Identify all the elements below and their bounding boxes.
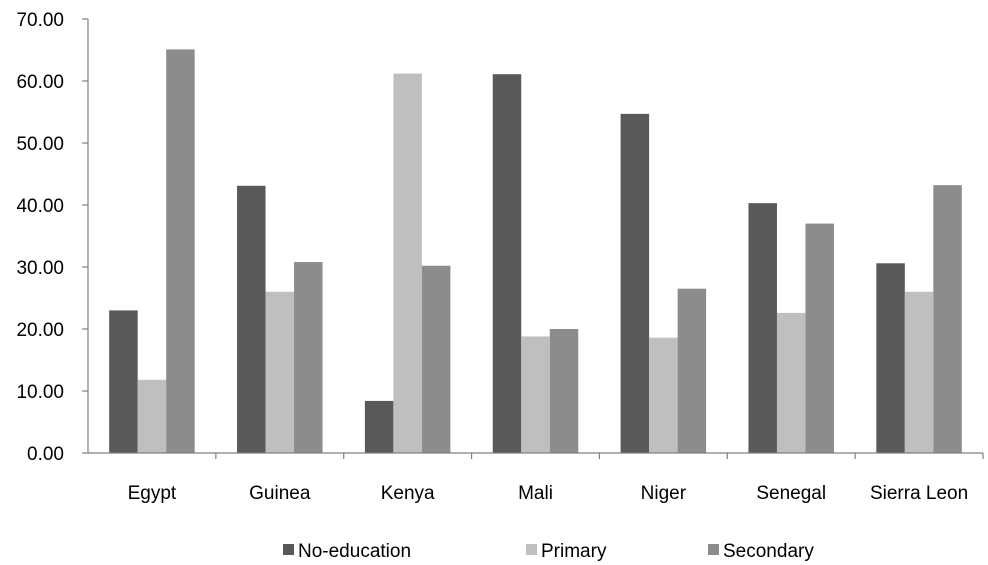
legend-swatch xyxy=(708,544,719,555)
y-tick-label: 10.00 xyxy=(16,382,64,403)
bar-secondary-mali xyxy=(549,329,579,453)
x-tick-label: Sierra Leon xyxy=(870,483,968,504)
legend-swatch xyxy=(283,544,294,555)
y-tick-label: 70.00 xyxy=(16,10,64,31)
bar-no-education-sierra-leon xyxy=(876,263,905,453)
y-tick-label: 60.00 xyxy=(16,72,64,93)
bar-no-education-mali xyxy=(492,74,522,454)
x-tick-label: Egypt xyxy=(128,483,177,504)
y-tick-label: 0.00 xyxy=(27,444,64,465)
y-tick-label: 50.00 xyxy=(16,134,64,155)
bar-primary-sierra-leon xyxy=(904,291,934,453)
legend-label: Secondary xyxy=(723,541,814,562)
legend: No-education Primary Secondary xyxy=(283,541,814,562)
bars xyxy=(109,49,962,454)
x-axis-labels: Egypt Guinea Kenya Mali Niger Senegal Sierra L… xyxy=(128,453,984,504)
bar-secondary-niger xyxy=(677,288,707,453)
x-tick-label: Mali xyxy=(518,483,553,504)
bar-primary-niger xyxy=(649,337,678,453)
x-tick-label: Niger xyxy=(641,483,687,504)
bar-secondary-egypt xyxy=(166,49,195,453)
y-tick-label: 40.00 xyxy=(16,196,64,217)
y-axis-ticks: 0.00 10.00 20.00 30.00 40.00 50.00 60.00 70.00 xyxy=(16,10,88,465)
bar-primary-guinea xyxy=(265,291,295,453)
bar-secondary-guinea xyxy=(294,262,323,453)
bar-secondary-senegal xyxy=(805,223,834,453)
x-tick-label: Guinea xyxy=(249,483,311,504)
bar-no-education-senegal xyxy=(748,203,777,453)
legend-label: No-education xyxy=(298,541,411,562)
legend-label: Primary xyxy=(541,541,607,562)
x-tick-label: Kenya xyxy=(381,483,435,504)
bar-primary-senegal xyxy=(776,312,806,453)
bar-primary-kenya xyxy=(393,73,422,453)
legend-swatch xyxy=(526,544,537,555)
bar-primary-egypt xyxy=(137,379,167,453)
y-tick-label: 30.00 xyxy=(16,258,64,279)
bar-no-education-niger xyxy=(620,113,650,454)
bar-no-education-guinea xyxy=(237,185,266,453)
x-tick-label: Senegal xyxy=(756,483,826,504)
bar-primary-mali xyxy=(521,336,550,453)
bar-no-education-kenya xyxy=(364,400,394,453)
bar-secondary-kenya xyxy=(421,265,451,453)
bar-no-education-egypt xyxy=(109,310,138,453)
bar-secondary-sierra-leon xyxy=(933,185,962,453)
y-tick-label: 20.00 xyxy=(16,320,64,341)
